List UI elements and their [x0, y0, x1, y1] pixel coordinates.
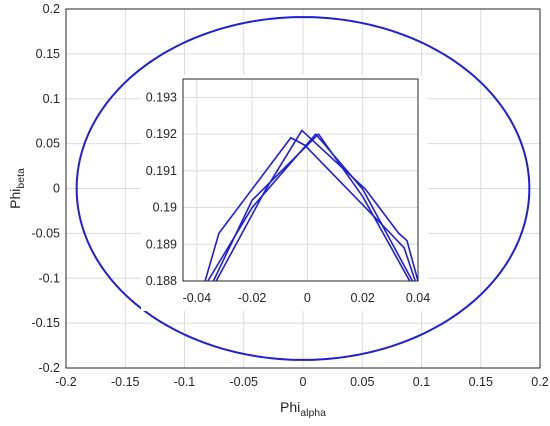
- x-axis-label: Phialpha: [280, 399, 326, 419]
- main-y-tick-label: 0.1: [43, 92, 60, 106]
- main-y-tick-label: -0.05: [32, 226, 61, 240]
- main-x-tick-label: 0: [300, 375, 307, 389]
- main-y-tick-label: -0.15: [32, 316, 61, 330]
- inset-zoom-plot: -0.04 -0.02 0 0.02 0.04 0.188 0.189 0.19 0.191 0.…: [141, 75, 430, 311]
- inset-x-tick-label: 0.04: [406, 291, 430, 305]
- inset-series-line: [215, 129, 419, 282]
- main-y-tick-label: -0.2: [38, 361, 60, 375]
- inset-background: [141, 75, 428, 311]
- main-x-tick-label: -0.1: [174, 375, 196, 389]
- inset-tick-labels: -0.04 -0.02 0 0.02 0.04 0.188 0.189 0.19 0.191 0.…: [146, 90, 430, 305]
- inset-x-tick-label: 0.02: [351, 291, 375, 305]
- inset-plot-frame: [182, 78, 419, 282]
- main-y-tick-label: 0.2: [43, 2, 60, 16]
- inset-x-tick-label: 0: [304, 291, 311, 305]
- main-x-tick-label: 0.15: [469, 375, 493, 389]
- main-x-tick-label: -0.05: [230, 375, 259, 389]
- main-y-tick-label: 0.05: [36, 137, 60, 151]
- main-y-tick-label: -0.1: [38, 271, 60, 285]
- main-y-tick-label: 0: [53, 182, 60, 196]
- inset-y-tick-label: 0.189: [146, 237, 177, 251]
- main-x-tick-label: -0.2: [55, 375, 77, 389]
- inset-series-line: [204, 136, 416, 282]
- main-x-tick-label: -0.15: [111, 375, 140, 389]
- inset-y-tick-label: 0.192: [146, 127, 177, 141]
- inset-y-tick-label: 0.188: [146, 274, 177, 288]
- inset-x-tick-label: -0.02: [238, 291, 267, 305]
- main-tick-labels: -0.2 -0.15 -0.1 -0.05 0 0.05 0.1 0.15 0.2 -0.2 -0.…: [32, 2, 549, 389]
- inset-x-tick-label: -0.04: [183, 291, 212, 305]
- main-x-tick-label: 0.2: [531, 375, 548, 389]
- main-curve: [75, 16, 531, 361]
- inset-series-lines: [204, 129, 419, 282]
- main-y-tick-label: 0.15: [36, 47, 60, 61]
- main-x-tick-label: 0.1: [413, 375, 430, 389]
- y-axis-label: Phibeta: [7, 168, 27, 209]
- main-series-curve: [75, 16, 531, 361]
- inset-y-tick-label: 0.191: [146, 164, 177, 178]
- main-x-tick-label: 0.05: [350, 375, 374, 389]
- main-plot-frame: [65, 8, 541, 369]
- inset-series-line: [212, 133, 411, 282]
- inset-y-tick-label: 0.19: [153, 201, 177, 215]
- inset-y-tick-label: 0.193: [146, 90, 177, 104]
